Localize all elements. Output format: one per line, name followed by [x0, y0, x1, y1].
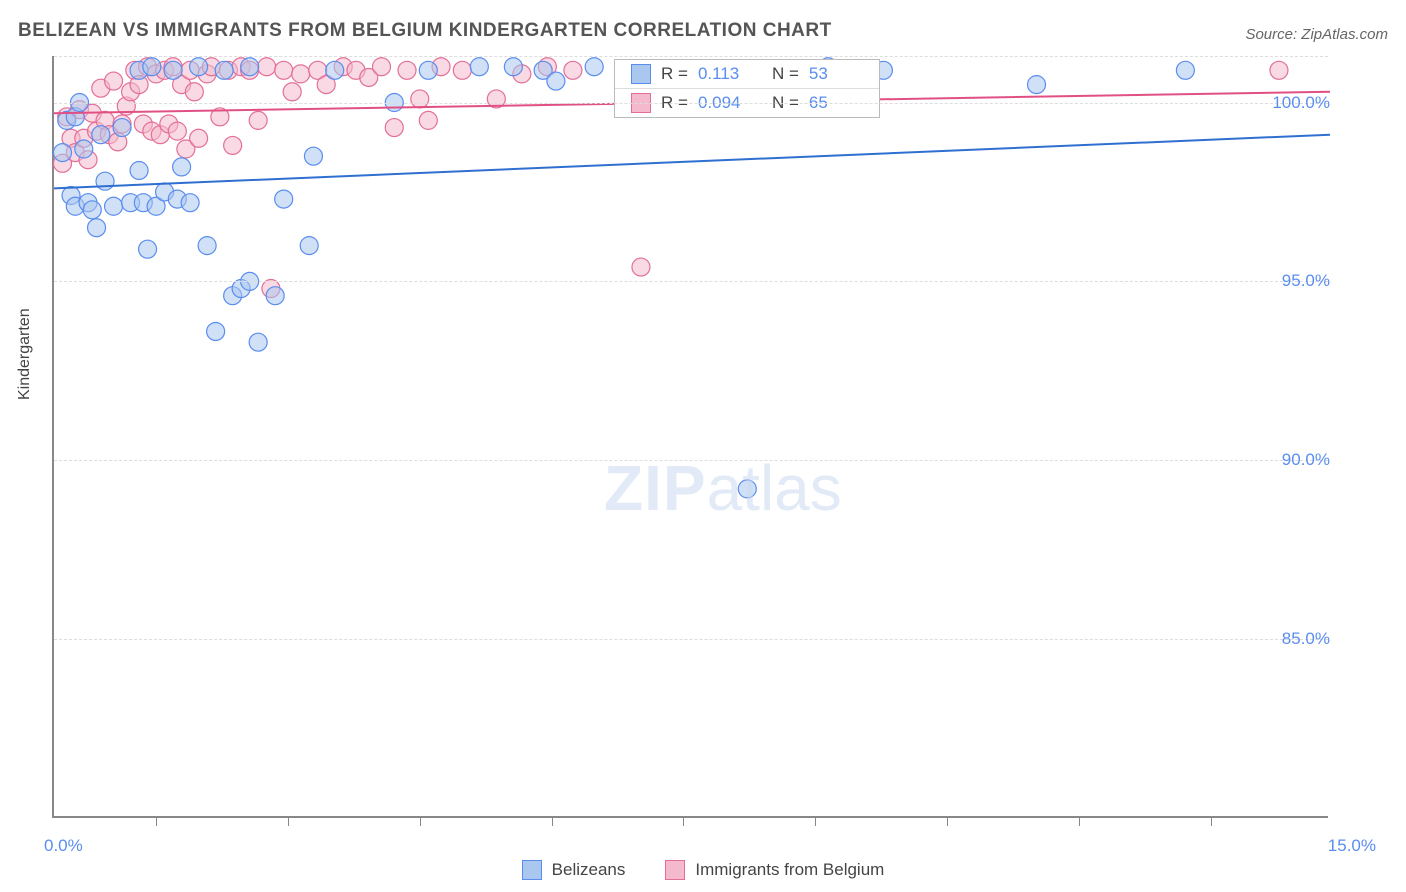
data-point — [632, 258, 650, 276]
data-point — [275, 190, 293, 208]
source-attribution: Source: ZipAtlas.com — [1245, 26, 1388, 43]
data-point — [173, 158, 191, 176]
grid-line — [54, 460, 1328, 461]
y-tick-label: 100.0% — [1260, 93, 1330, 113]
trend-line — [54, 135, 1330, 189]
data-point — [130, 161, 148, 179]
legend-swatch-belizeans — [631, 64, 651, 84]
x-tick — [552, 816, 553, 826]
data-point — [96, 172, 114, 190]
r-value-belizeans: 0.113 — [698, 64, 752, 84]
grid-line — [54, 56, 1328, 57]
data-point — [113, 119, 131, 137]
correlation-legend: R = 0.113 N = 53 R = 0.094 N = 65 — [614, 59, 880, 118]
y-tick-label: 95.0% — [1260, 271, 1330, 291]
data-point — [738, 480, 756, 498]
data-point — [241, 58, 259, 76]
data-point — [398, 61, 416, 79]
data-point — [292, 65, 310, 83]
x-tick — [288, 816, 289, 826]
n-label: N = — [772, 64, 799, 84]
x-tick — [947, 816, 948, 826]
data-point — [326, 61, 344, 79]
series-legend: Belizeans Immigrants from Belgium — [0, 860, 1406, 880]
data-point — [105, 197, 123, 215]
data-point — [266, 287, 284, 305]
data-point — [585, 58, 603, 76]
data-point — [249, 111, 267, 129]
grid-line — [54, 639, 1328, 640]
data-point — [564, 61, 582, 79]
legend-item-belizeans: Belizeans — [522, 860, 626, 880]
data-point — [105, 72, 123, 90]
legend-item-belgium: Immigrants from Belgium — [665, 860, 884, 880]
data-point — [300, 237, 318, 255]
x-axis-max-label: 15.0% — [1328, 836, 1376, 856]
legend-swatch-belizeans-bottom — [522, 860, 542, 880]
x-tick — [683, 816, 684, 826]
data-point — [207, 322, 225, 340]
data-point — [304, 147, 322, 165]
y-tick-label: 90.0% — [1260, 450, 1330, 470]
data-point — [181, 194, 199, 212]
x-tick — [156, 816, 157, 826]
data-point — [1176, 61, 1194, 79]
data-point — [168, 122, 186, 140]
data-point — [224, 136, 242, 154]
data-point — [470, 58, 488, 76]
data-point — [83, 201, 101, 219]
data-point — [1270, 61, 1288, 79]
data-point — [88, 219, 106, 237]
data-point — [1028, 76, 1046, 94]
data-point — [373, 58, 391, 76]
data-point — [504, 58, 522, 76]
data-point — [419, 61, 437, 79]
legend-swatch-belgium-bottom — [665, 860, 685, 880]
legend-row-belizeans: R = 0.113 N = 53 — [615, 60, 879, 89]
data-point — [419, 111, 437, 129]
data-point — [190, 58, 208, 76]
data-point — [385, 119, 403, 137]
data-point — [283, 83, 301, 101]
y-axis-label: Kindergarten — [16, 308, 34, 400]
grid-line — [54, 281, 1328, 282]
x-axis-min-label: 0.0% — [44, 836, 83, 856]
data-point — [190, 129, 208, 147]
data-point — [411, 90, 429, 108]
y-tick-label: 85.0% — [1260, 629, 1330, 649]
plot-area: ZIPatlas R = 0.113 N = 53 R = 0.094 N = … — [52, 56, 1328, 818]
data-point — [547, 72, 565, 90]
x-tick — [1211, 816, 1212, 826]
data-point — [275, 61, 293, 79]
legend-label-belgium: Immigrants from Belgium — [695, 860, 884, 880]
data-point — [92, 126, 110, 144]
data-point — [139, 240, 157, 258]
legend-label-belizeans: Belizeans — [552, 860, 626, 880]
data-point — [143, 58, 161, 76]
grid-line — [54, 103, 1328, 104]
n-value-belizeans: 53 — [809, 64, 863, 84]
data-point — [198, 237, 216, 255]
chart-title: BELIZEAN VS IMMIGRANTS FROM BELGIUM KIND… — [18, 20, 832, 42]
data-point — [249, 333, 267, 351]
data-point — [164, 61, 182, 79]
x-tick — [1079, 816, 1080, 826]
r-label: R = — [661, 64, 688, 84]
x-tick — [815, 816, 816, 826]
data-point — [215, 61, 233, 79]
scatter-svg — [54, 56, 1328, 816]
data-point — [75, 140, 93, 158]
data-point — [54, 144, 72, 162]
data-point — [453, 61, 471, 79]
x-tick — [420, 816, 421, 826]
data-point — [258, 58, 276, 76]
data-point — [185, 83, 203, 101]
